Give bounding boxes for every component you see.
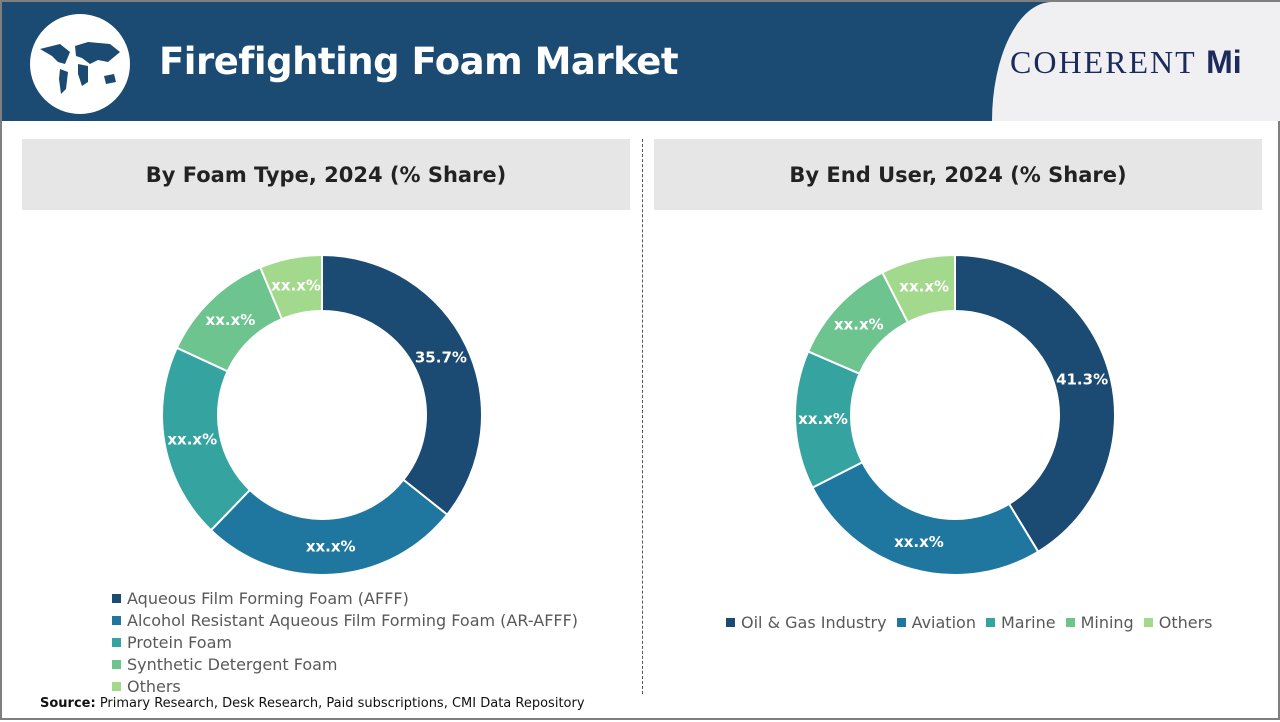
legend-label: Others	[127, 676, 181, 696]
legend-label: Aviation	[911, 613, 976, 632]
data-label: 41.3%	[1056, 370, 1108, 388]
donut-slice	[954, 253, 1116, 554]
legend-swatch	[112, 681, 121, 691]
source-note: Source: Primary Research, Desk Research,…	[40, 696, 585, 711]
donut-slice	[321, 253, 483, 517]
data-label: xx.x%	[167, 430, 217, 448]
legend-item: Aqueous Film Forming Foam (AFFF)	[112, 587, 578, 609]
legend-label: Protein Foam	[127, 632, 232, 652]
divider	[642, 139, 643, 694]
legend-label: Mining	[1080, 613, 1134, 632]
legend-item: Synthetic Detergent Foam	[112, 653, 578, 675]
donut-slice	[881, 253, 956, 324]
legend-item: Oil & Gas Industry	[726, 613, 887, 632]
donut-slice	[209, 478, 449, 576]
legend-item: Aviation	[896, 613, 976, 632]
legend-item: Others	[1143, 613, 1213, 632]
legend-swatch	[1143, 618, 1153, 627]
legend-swatch	[1065, 618, 1075, 627]
legend-label: Alcohol Resistant Aqueous Film Forming F…	[127, 610, 579, 630]
coherent-mi-logo: COHERENT Mi	[1010, 44, 1242, 80]
legend-label: Marine	[1000, 613, 1056, 632]
logo-background	[992, 2, 1280, 121]
legend-item: Marine	[985, 613, 1056, 632]
legend-label: Others	[1158, 613, 1213, 632]
data-label: xx.x%	[271, 277, 321, 295]
legend-swatch	[112, 637, 121, 647]
legend-item: Protein Foam	[112, 631, 578, 653]
legend-end-user: Oil & Gas Industry Aviation Marine Mining Ot…	[726, 613, 1212, 632]
data-label: xx.x%	[206, 311, 256, 329]
legend-foam-type: Aqueous Film Forming Foam (AFFF) Alcohol …	[112, 587, 578, 697]
chart-title-end-user: By End User, 2024 (% Share)	[654, 139, 1262, 210]
donut-slice	[258, 253, 323, 321]
data-label: xx.x%	[306, 538, 356, 556]
legend-item: Alcohol Resistant Aqueous Film Forming F…	[112, 609, 578, 631]
data-label: xx.x%	[899, 278, 949, 296]
globe-icon	[30, 14, 130, 114]
legend-item: Others	[112, 675, 578, 697]
donut-slice	[811, 460, 1040, 576]
data-label: 35.7%	[415, 349, 467, 367]
legend-swatch	[112, 593, 121, 603]
legend-swatch	[726, 618, 735, 627]
legend-label: Synthetic Detergent Foam	[127, 654, 338, 674]
legend-label: Aqueous Film Forming Foam (AFFF)	[127, 588, 409, 608]
legend-swatch	[112, 615, 121, 625]
data-label: xx.x%	[798, 410, 848, 428]
legend-swatch	[112, 659, 121, 669]
page-title: Firefighting Foam Market	[159, 40, 679, 83]
data-label: xx.x%	[834, 316, 884, 334]
legend-swatch	[985, 618, 995, 627]
legend-swatch	[896, 618, 906, 627]
legend-label: Oil & Gas Industry	[741, 613, 887, 632]
chart-title-foam-type: By Foam Type, 2024 (% Share)	[22, 139, 630, 210]
legend-item: Mining	[1065, 613, 1134, 632]
data-label: xx.x%	[894, 533, 944, 551]
